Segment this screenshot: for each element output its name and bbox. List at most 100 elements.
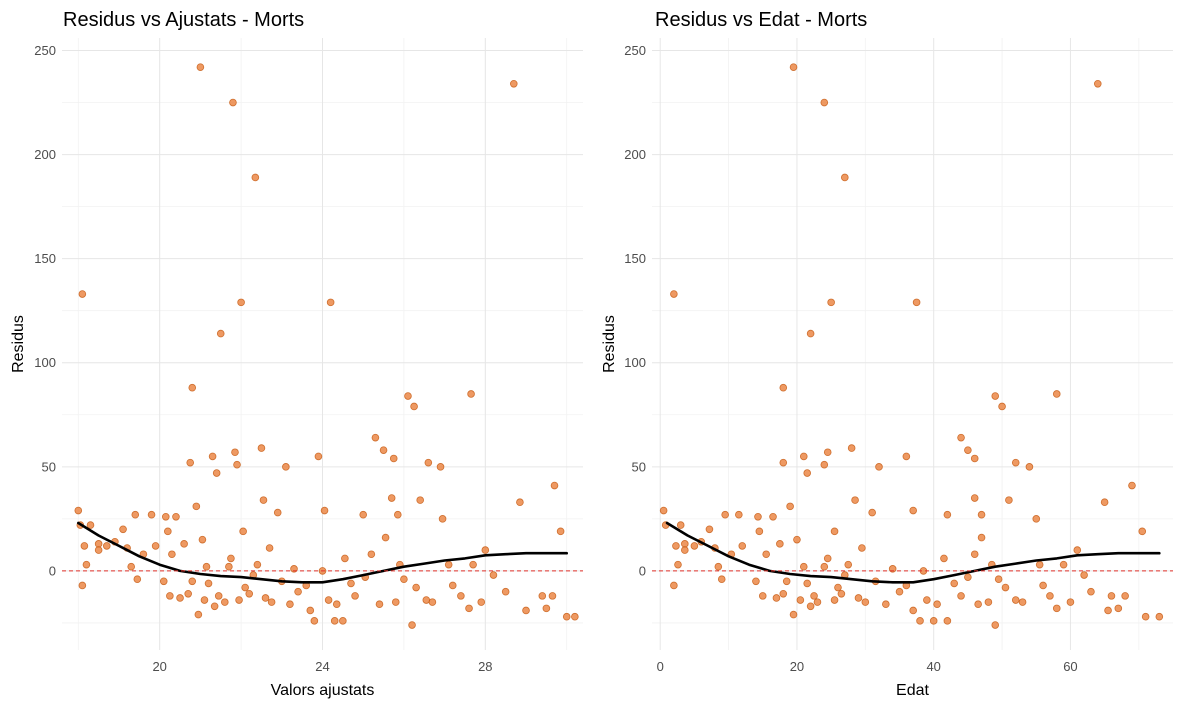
- panel-residus-vs-ajustats: 0 50 100 150 200 250 20 24 28 Residus vs Ajustats…: [10, 9, 583, 699]
- data-point: [168, 550, 176, 559]
- data-point: [823, 554, 832, 563]
- data-point: [389, 454, 398, 463]
- data-point: [286, 600, 294, 609]
- points: [659, 63, 1164, 629]
- data-point: [672, 542, 680, 550]
- data-point: [253, 560, 262, 569]
- x-tick-label: 40: [926, 659, 940, 674]
- data-point: [359, 510, 368, 519]
- data-point: [957, 433, 965, 442]
- data-point: [147, 510, 156, 519]
- data-point: [306, 606, 315, 615]
- data-point: [404, 392, 412, 400]
- smooth-line: [665, 521, 1161, 584]
- x-tick-label: 20: [790, 659, 804, 674]
- data-point: [265, 544, 274, 552]
- data-point: [127, 562, 135, 571]
- data-point: [803, 579, 812, 588]
- data-point: [538, 592, 547, 600]
- data-point: [690, 542, 699, 550]
- data-point: [1032, 515, 1041, 523]
- data-point: [882, 600, 890, 609]
- data-point: [681, 546, 689, 554]
- data-point: [379, 446, 388, 454]
- data-point: [332, 600, 341, 609]
- data-point: [705, 525, 714, 534]
- data-point: [752, 577, 760, 586]
- grid: [62, 38, 583, 650]
- data-point: [714, 562, 723, 571]
- data-point: [194, 610, 203, 619]
- data-point: [1104, 606, 1112, 615]
- x-tick-label: 0: [657, 659, 664, 674]
- data-point: [1155, 612, 1164, 621]
- data-point: [412, 583, 420, 592]
- data-point: [119, 525, 127, 534]
- data-point: [676, 521, 685, 529]
- chart-title: Residus vs Edat - Morts: [655, 9, 867, 31]
- data-point: [929, 617, 938, 625]
- data-point: [548, 592, 557, 600]
- data-point: [282, 463, 290, 471]
- data-point: [231, 448, 239, 457]
- data-point: [998, 402, 1006, 411]
- data-point: [424, 458, 433, 467]
- data-point: [212, 469, 221, 477]
- data-point: [1059, 560, 1068, 569]
- data-point: [192, 502, 201, 511]
- data-point: [789, 610, 798, 619]
- data-point: [868, 508, 876, 517]
- data-point: [196, 63, 205, 71]
- y-tick-label: 200: [624, 147, 646, 162]
- data-point: [772, 594, 781, 602]
- chart-title: Residus vs Ajustats - Morts: [63, 9, 304, 31]
- data-point: [241, 583, 249, 592]
- data-point: [410, 402, 418, 411]
- data-point: [82, 560, 91, 569]
- data-point: [542, 604, 551, 613]
- data-point: [895, 587, 904, 596]
- data-point: [467, 390, 475, 398]
- data-point: [180, 540, 188, 548]
- data-point: [320, 506, 329, 515]
- data-point: [221, 598, 229, 606]
- data-point: [375, 600, 384, 609]
- y-tick-label: 200: [34, 147, 56, 162]
- data-point: [391, 598, 400, 606]
- data-point: [448, 581, 457, 590]
- data-point: [102, 542, 111, 550]
- data-point: [909, 606, 917, 615]
- data-point: [438, 515, 447, 523]
- data-point: [957, 592, 965, 600]
- data-point: [820, 562, 829, 571]
- data-point: [902, 452, 911, 461]
- data-point: [670, 290, 678, 298]
- data-point: [847, 444, 856, 452]
- data-point: [387, 494, 396, 502]
- data-point: [94, 546, 103, 554]
- data-point: [1107, 592, 1116, 600]
- data-point: [861, 598, 870, 606]
- y-tick-label: 50: [42, 459, 56, 474]
- data-point: [1011, 596, 1020, 604]
- data-point: [909, 506, 917, 515]
- data-point: [875, 463, 883, 471]
- data-point: [261, 594, 270, 602]
- data-point: [465, 604, 473, 613]
- data-point: [324, 596, 333, 604]
- data-point: [225, 562, 233, 571]
- data-point: [522, 606, 530, 615]
- y-tick-label: 100: [34, 355, 56, 370]
- data-point: [1001, 583, 1010, 592]
- data-point: [198, 535, 207, 544]
- data-point: [970, 454, 979, 463]
- data-point: [820, 98, 829, 107]
- data-point: [806, 602, 815, 611]
- data-point: [1114, 604, 1123, 613]
- data-point: [1093, 79, 1102, 88]
- data-point: [1005, 496, 1013, 504]
- data-point: [837, 589, 846, 598]
- data-point: [977, 510, 986, 519]
- data-point: [912, 298, 921, 307]
